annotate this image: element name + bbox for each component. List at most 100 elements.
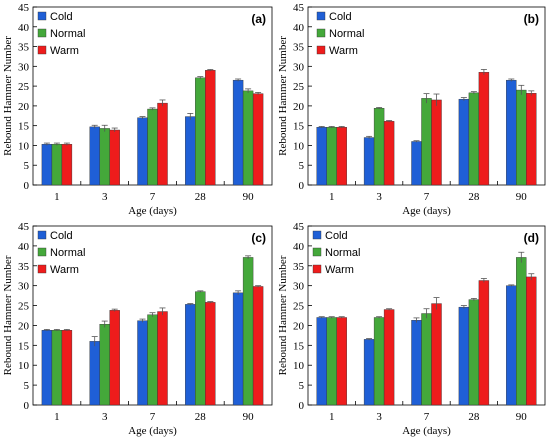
x-tick-label: 1 xyxy=(54,191,60,203)
y-tick-label: 15 xyxy=(293,121,305,133)
x-tick-label: 7 xyxy=(424,191,430,203)
bar-warm-90 xyxy=(526,93,537,186)
y-tick-label: 25 xyxy=(293,81,305,93)
legend-swatch-warm xyxy=(37,45,47,55)
bar-cold-7 xyxy=(137,320,148,406)
x-tick-label: 1 xyxy=(329,191,335,203)
y-tick-label: 45 xyxy=(18,221,30,233)
bar-cold-28 xyxy=(458,306,470,406)
y-tick-label: 25 xyxy=(293,301,305,313)
x-tick-label: 90 xyxy=(516,411,528,423)
y-tick-label: 15 xyxy=(18,121,30,133)
bar-normal-3 xyxy=(99,128,110,186)
bar-normal-1 xyxy=(326,317,337,406)
bar-warm-7 xyxy=(157,311,168,406)
bar-normal-90 xyxy=(516,89,527,186)
y-axis-title: Rebound Hammer Number xyxy=(277,36,289,156)
x-tick-label: 1 xyxy=(54,411,60,423)
bar-normal-28 xyxy=(468,92,480,186)
bar-cold-3 xyxy=(89,126,100,186)
legend-swatch-normal xyxy=(37,247,47,257)
y-tick-label: 30 xyxy=(293,61,305,73)
chart-panel-0: 0 5 10 15 20 25 30 35 40 45 1 3 7 28 90 Cold Normal Warm (… xyxy=(2,2,273,217)
bar-cold-90 xyxy=(506,285,517,406)
x-axis-title: Age (days) xyxy=(402,205,451,217)
y-tick-label: 20 xyxy=(18,320,30,332)
panel-label: (a) xyxy=(251,12,266,26)
bar-cold-3 xyxy=(363,137,375,186)
y-tick-label: 30 xyxy=(18,281,30,293)
y-tick-label: 5 xyxy=(299,160,305,172)
legend-label-cold: Cold xyxy=(325,230,348,242)
bar-warm-28 xyxy=(478,72,490,186)
y-tick-label: 30 xyxy=(293,281,305,293)
legend-swatch-normal xyxy=(37,28,47,38)
y-tick-label: 40 xyxy=(18,241,30,253)
bar-warm-90 xyxy=(252,286,264,406)
legend-swatch-normal xyxy=(316,28,326,38)
bar-normal-3 xyxy=(99,324,110,406)
bar-normal-7 xyxy=(421,313,432,406)
legend-label-warm: Warm xyxy=(325,264,354,276)
bar-warm-28 xyxy=(478,280,490,406)
chart-panel-1: 0 5 10 15 20 25 30 35 40 45 1 3 7 28 90 Cold Normal Warm (… xyxy=(277,2,546,217)
x-tick-label: 7 xyxy=(150,191,156,203)
bar-warm-1 xyxy=(61,144,73,186)
legend-swatch-cold xyxy=(37,11,47,21)
x-tick-label: 28 xyxy=(195,191,207,203)
panel-label: (b) xyxy=(524,12,539,26)
legend-swatch-cold xyxy=(312,230,322,240)
panel-label: (d) xyxy=(524,231,539,245)
bar-normal-90 xyxy=(242,90,254,186)
y-tick-label: 20 xyxy=(293,101,305,113)
bar-normal-90 xyxy=(242,257,254,406)
bar-cold-90 xyxy=(232,292,244,406)
x-tick-label: 28 xyxy=(195,411,207,423)
legend-swatch-normal xyxy=(312,247,322,257)
bar-warm-3 xyxy=(109,129,120,186)
bar-cold-28 xyxy=(458,98,470,186)
x-tick-label: 28 xyxy=(468,411,480,423)
legend-label-cold: Cold xyxy=(50,230,73,242)
bar-warm-28 xyxy=(205,302,216,406)
bar-normal-7 xyxy=(147,108,158,186)
y-tick-label: 0 xyxy=(299,180,305,192)
bar-warm-3 xyxy=(383,121,395,186)
bar-normal-28 xyxy=(195,77,206,186)
x-tick-label: 90 xyxy=(243,411,255,423)
legend-label-cold: Cold xyxy=(329,11,352,23)
legend-swatch-warm xyxy=(37,264,47,274)
bar-warm-1 xyxy=(61,330,73,406)
legend-label-warm: Warm xyxy=(50,264,79,276)
bar-warm-28 xyxy=(205,70,216,186)
bar-normal-7 xyxy=(147,314,158,406)
y-tick-label: 35 xyxy=(293,42,305,54)
x-axis-title: Age (days) xyxy=(128,425,177,437)
bar-warm-7 xyxy=(157,102,168,186)
y-axis-title: Rebound Hammer Number xyxy=(277,255,289,375)
y-tick-label: 5 xyxy=(24,160,30,172)
legend-label-normal: Normal xyxy=(329,28,364,40)
y-tick-label: 0 xyxy=(24,400,30,412)
x-axis-title: Age (days) xyxy=(402,425,451,437)
y-tick-label: 0 xyxy=(24,180,30,192)
bar-warm-7 xyxy=(431,303,442,406)
y-tick-label: 10 xyxy=(18,140,30,152)
bar-normal-7 xyxy=(421,98,432,186)
y-tick-label: 35 xyxy=(18,42,30,54)
y-tick-label: 45 xyxy=(293,2,305,14)
bar-cold-1 xyxy=(41,330,53,406)
bar-cold-28 xyxy=(185,116,196,186)
y-tick-label: 35 xyxy=(18,261,30,273)
bar-cold-1 xyxy=(316,127,327,186)
bar-normal-28 xyxy=(468,299,480,406)
bar-normal-3 xyxy=(373,108,385,186)
bar-cold-7 xyxy=(411,141,422,186)
x-tick-label: 3 xyxy=(102,191,108,203)
x-tick-label: 7 xyxy=(424,411,430,423)
legend-swatch-cold xyxy=(316,11,326,21)
x-tick-label: 90 xyxy=(516,191,528,203)
legend-label-cold: Cold xyxy=(50,11,73,23)
legend-label-warm: Warm xyxy=(329,45,358,57)
